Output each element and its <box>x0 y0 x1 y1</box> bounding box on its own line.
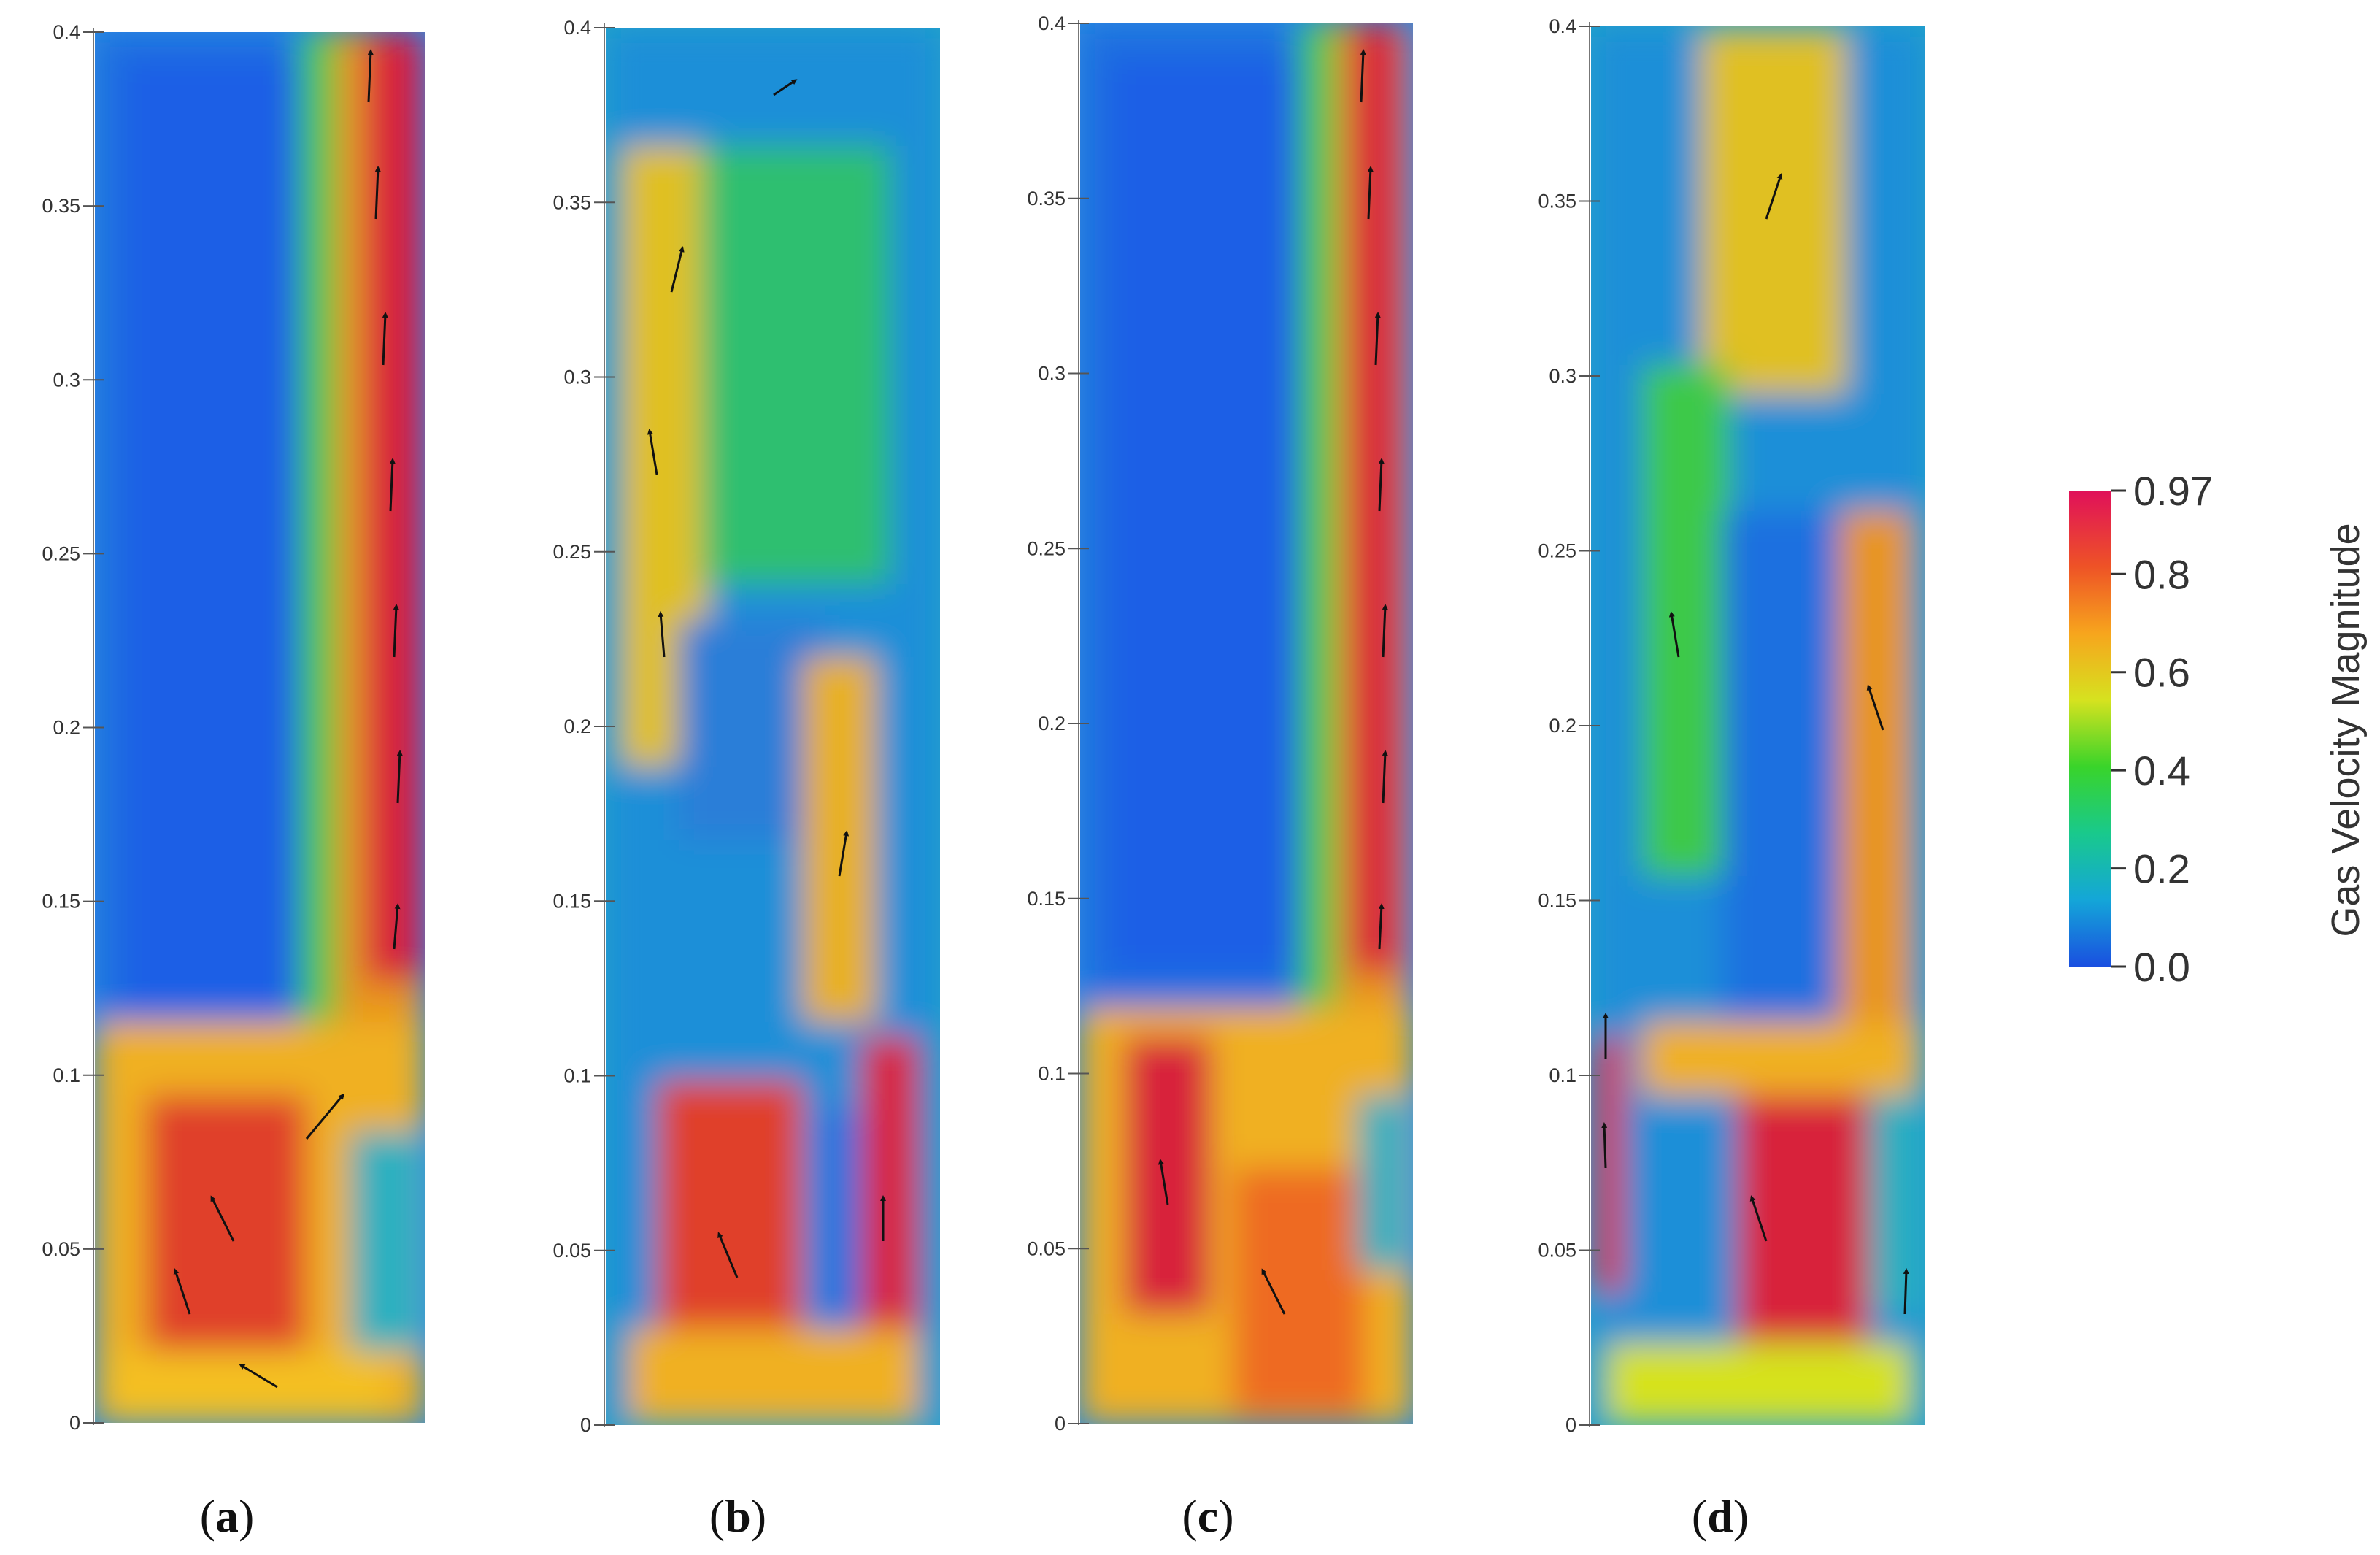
y-tick-label: 0.4 <box>53 21 80 43</box>
colorbar-tick-label: 0.0 <box>2133 944 2190 990</box>
y-tick-label: 0.35 <box>42 195 80 217</box>
y-tick-label: 0.2 <box>1038 713 1066 734</box>
y-tick-label: 0.15 <box>1538 890 1576 912</box>
panel-d-ticks: 0 0.05 0.1 0.15 0.2 0.25 0.3 0.35 0.4 <box>1538 15 1600 1436</box>
panel-label-b: (b) <box>709 1490 766 1542</box>
y-tick-label: 0.3 <box>563 366 591 388</box>
y-tick-label: 0.35 <box>1027 188 1066 210</box>
colorbar-tick-label: 0.4 <box>2133 748 2190 794</box>
y-tick-label: 0.2 <box>53 717 80 739</box>
panel-label-d: (d) <box>1692 1490 1749 1542</box>
y-tick-label: 0.05 <box>42 1238 80 1260</box>
panel-label-a: (a) <box>200 1490 255 1542</box>
y-tick-label: 0 <box>580 1414 591 1436</box>
panel-d-field <box>1591 26 1925 1425</box>
y-tick-label: 0.05 <box>1538 1240 1576 1262</box>
colorbar-tick-label: 0.2 <box>2133 846 2190 892</box>
colorbar: 0.97 0.8 0.6 0.4 0.2 0.0 Gas Velocity Magnitu… <box>2069 468 2368 990</box>
y-tick-label: 0.05 <box>1027 1237 1066 1259</box>
panel-b: 0 0.05 0.1 0.15 0.2 0.25 0.3 0.35 0.4 <box>552 17 940 1436</box>
y-tick-label: 0 <box>69 1412 80 1434</box>
y-tick-label: 0.15 <box>552 890 591 912</box>
y-tick-label: 0.1 <box>1038 1063 1066 1085</box>
y-tick-label: 0.4 <box>1549 15 1576 37</box>
y-tick-label: 0.25 <box>1538 540 1576 562</box>
y-tick-label: 0.3 <box>1549 365 1576 387</box>
y-tick-label: 0.2 <box>563 715 591 737</box>
colorbar-gradient <box>2069 491 2111 967</box>
panel-a-arrows <box>173 49 403 1389</box>
y-tick-label: 0.3 <box>1038 363 1066 385</box>
y-tick-label: 0.2 <box>1549 715 1576 737</box>
y-tick-label: 0.4 <box>563 17 591 39</box>
y-tick-label: 0.35 <box>552 191 591 213</box>
colorbar-title: Gas Velocity Magnitude <box>2324 523 2368 937</box>
y-tick-label: 0 <box>1566 1414 1576 1436</box>
y-tick-label: 0 <box>1055 1413 1066 1435</box>
colorbar-ticks: 0.97 0.8 0.6 0.4 0.2 0.0 <box>2111 468 2213 990</box>
panel-a: 0 0.05 0.1 0.15 0.2 0.25 0.3 0.35 0.4 <box>42 21 425 1434</box>
panel-b-ticks: 0 0.05 0.1 0.15 0.2 0.25 0.3 0.35 0.4 <box>552 17 615 1436</box>
y-tick-label: 0.25 <box>42 542 80 564</box>
panel-b-arrows <box>647 79 886 1278</box>
panel-c: 0 0.05 0.1 0.15 0.2 0.25 0.3 0.35 0.4 <box>1027 12 1413 1435</box>
colorbar-tick-label: 0.6 <box>2133 650 2190 696</box>
y-tick-label: 0.15 <box>1027 888 1066 910</box>
y-tick-label: 0.1 <box>53 1064 80 1086</box>
y-tick-label: 0.35 <box>1538 191 1576 212</box>
y-tick-label: 0.25 <box>1027 537 1066 559</box>
panel-b-field <box>606 28 940 1425</box>
y-tick-label: 0.05 <box>552 1240 591 1262</box>
y-tick-label: 0.1 <box>1549 1064 1576 1086</box>
panel-c-ticks: 0 0.05 0.1 0.15 0.2 0.25 0.3 0.35 0.4 <box>1027 12 1089 1435</box>
panel-c-field <box>1080 23 1413 1424</box>
y-tick-label: 0.4 <box>1038 12 1066 34</box>
colorbar-tick-label: 0.97 <box>2133 468 2213 514</box>
y-tick-label: 0.3 <box>53 369 80 391</box>
panel-d-arrows <box>1601 173 1909 1315</box>
panel-a-field <box>95 32 425 1423</box>
panel-label-c: (c) <box>1182 1490 1233 1542</box>
panel-a-ticks: 0 0.05 0.1 0.15 0.2 0.25 0.3 0.35 0.4 <box>42 21 104 1434</box>
y-tick-label: 0.15 <box>42 891 80 913</box>
panel-c-arrows <box>1158 49 1388 1315</box>
panel-d: 0 0.05 0.1 0.15 0.2 0.25 0.3 0.35 0.4 <box>1538 15 1925 1436</box>
y-tick-label: 0.25 <box>552 541 591 563</box>
colorbar-tick-label: 0.8 <box>2133 551 2190 597</box>
y-tick-label: 0.1 <box>563 1065 591 1087</box>
